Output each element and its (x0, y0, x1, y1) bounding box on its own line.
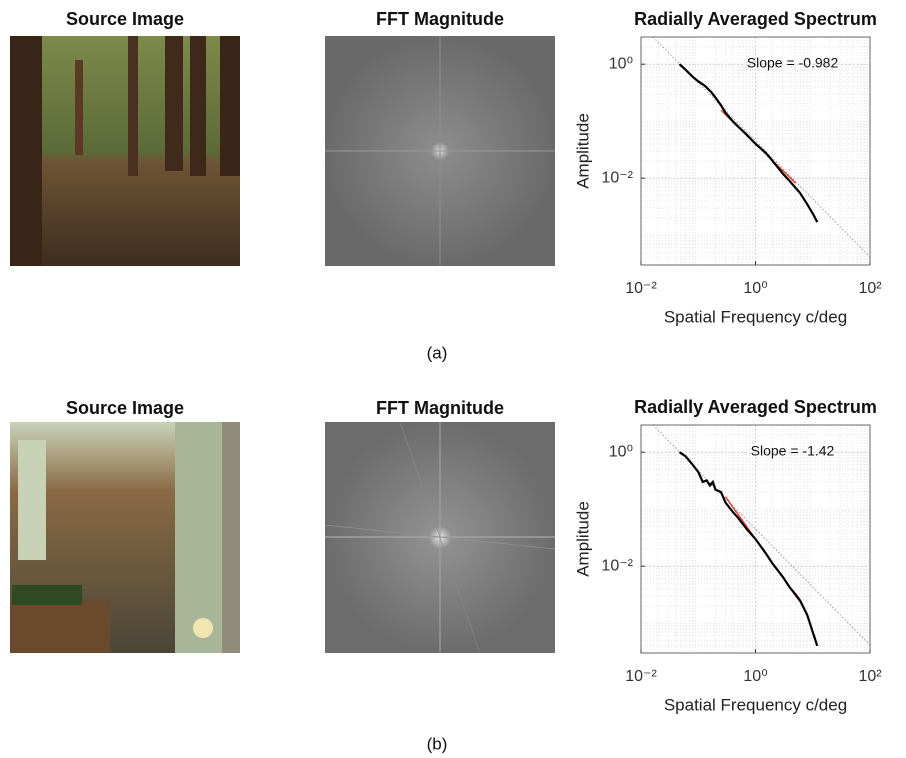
image-title: Source Image (66, 398, 184, 418)
x-tick-label: 10⁰ (743, 280, 767, 297)
x-tick-label: 10⁻² (625, 280, 657, 297)
x-axis-label: Spatial Frequency c/deg (664, 307, 847, 326)
image-title: Source Image (66, 9, 184, 29)
chart-title: Radially Averaged Spectrum (634, 397, 877, 417)
fft-title: FFT Magnitude (376, 9, 504, 29)
y-axis-label: Amplitude (573, 113, 592, 189)
x-tick-label: 10⁰ (743, 668, 767, 685)
y-tick-label: 10⁻² (601, 557, 633, 574)
chart-title: Radially Averaged Spectrum (634, 9, 877, 29)
source-image (10, 36, 240, 266)
x-tick-label: 10² (858, 280, 882, 297)
x-tick-label: 10⁻² (625, 668, 657, 685)
caption: (b) (427, 734, 448, 753)
caption: (a) (427, 343, 448, 362)
annotation: Slope = -1.42 (751, 443, 835, 459)
axes-frame (640, 36, 871, 266)
source-image (10, 422, 240, 653)
fft-image (325, 36, 555, 266)
x-axis-label: Spatial Frequency c/deg (664, 695, 847, 714)
x-tick-label: 10² (858, 668, 882, 685)
fft-title: FFT Magnitude (376, 398, 504, 418)
y-tick-label: 10⁰ (609, 443, 633, 460)
fft-image (324, 421, 556, 654)
y-axis-label: Amplitude (573, 501, 592, 577)
reference-line (652, 36, 871, 258)
data-line (678, 63, 819, 223)
y-tick-label: 10⁰ (609, 55, 633, 72)
axes-frame (640, 424, 871, 654)
reference-line (652, 424, 871, 646)
data-line (678, 451, 819, 647)
annotation: Slope = -0.982 (747, 55, 839, 71)
y-tick-label: 10⁻² (601, 169, 633, 186)
